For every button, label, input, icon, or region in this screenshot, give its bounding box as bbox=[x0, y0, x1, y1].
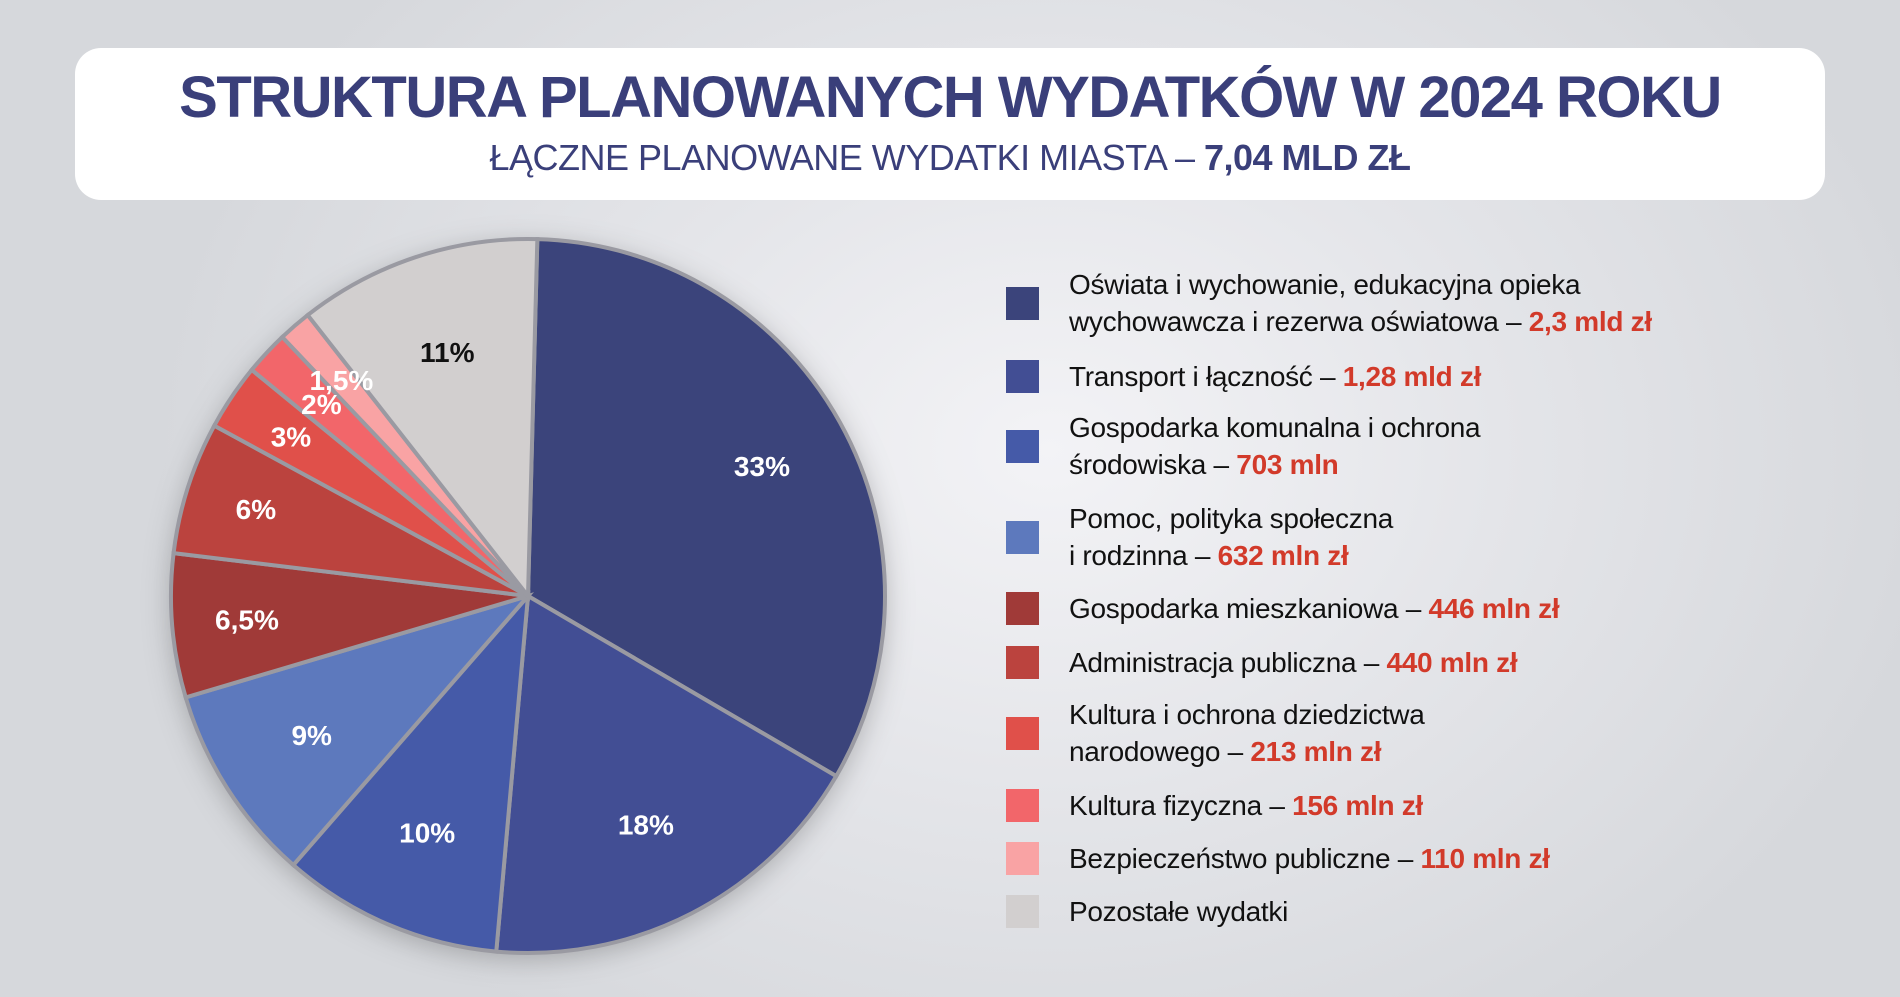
legend-item: Pozostałe wydatki bbox=[1006, 893, 1288, 930]
legend-swatch bbox=[1006, 591, 1039, 625]
legend-item: Oświata i wychowanie, edukacyjna opieka w… bbox=[1006, 266, 1652, 340]
legend-label: Pomoc, polityka społeczna i rodzinna – 63… bbox=[1069, 500, 1393, 574]
legend-amount: 1,28 mld zł bbox=[1342, 360, 1482, 392]
legend-swatch bbox=[1006, 520, 1039, 554]
legend-amount: 440 mln zł bbox=[1386, 646, 1518, 678]
legend-item: Kultura i ochrona dziedzictwa narodowego … bbox=[1006, 696, 1425, 770]
legend-label-line: Administracja publiczna – bbox=[1069, 646, 1387, 678]
slice-data-label: 1,5% bbox=[309, 365, 373, 396]
legend-label-line: Kultura fizyczna – bbox=[1069, 789, 1293, 821]
legend-label: Kultura i ochrona dziedzictwa narodowego … bbox=[1069, 696, 1425, 770]
legend-label-line: Transport i łączność – bbox=[1069, 360, 1343, 392]
legend-swatch bbox=[1006, 894, 1039, 928]
slice-data-label: 11% bbox=[420, 337, 475, 368]
legend-label-line: Gospodarka komunalna i ochrona bbox=[1069, 412, 1481, 443]
legend-amount: 213 mln zł bbox=[1250, 736, 1382, 767]
legend-label-line: Bezpieczeństwo publiczne – bbox=[1069, 842, 1421, 874]
pie-slice bbox=[171, 422, 529, 598]
pie-slice bbox=[304, 237, 540, 602]
legend-label: Transport i łączność – 1,28 mld zł bbox=[1069, 358, 1481, 395]
title-box: STRUKTURA PLANOWANYCH WYDATKÓW W 2024 RO… bbox=[75, 48, 1825, 200]
subtitle-total: 7,04 MLD ZŁ bbox=[1203, 137, 1411, 178]
slice-data-label: 6,5% bbox=[215, 605, 279, 636]
legend-label-line: Kultura i ochrona dziedzictwa bbox=[1069, 699, 1425, 730]
legend-label-line: wychowawcza i rezerwa oświatowa – bbox=[1069, 306, 1529, 337]
legend-amount: 446 mln zł bbox=[1428, 592, 1560, 624]
slice-data-label: 33% bbox=[734, 451, 790, 482]
legend-amount: 156 mln zł bbox=[1292, 789, 1423, 821]
legend-label-line: Gospodarka mieszkaniowa – bbox=[1069, 592, 1429, 624]
legend-label-line: Pomoc, polityka społeczna bbox=[1069, 503, 1394, 534]
legend-label-line: narodowego – bbox=[1069, 736, 1251, 767]
legend-swatch bbox=[1006, 841, 1039, 875]
legend-label: Oświata i wychowanie, edukacyjna opieka w… bbox=[1069, 266, 1652, 340]
legend-amount: 632 mln zł bbox=[1217, 540, 1349, 571]
pie-slice bbox=[290, 590, 531, 954]
legend-swatch bbox=[1006, 359, 1039, 393]
slice-data-label: 18% bbox=[618, 809, 674, 840]
pie-slice bbox=[183, 592, 535, 868]
legend-amount: 110 mln zł bbox=[1420, 842, 1550, 874]
legend-swatch bbox=[1006, 429, 1039, 463]
legend-label: Bezpieczeństwo publiczne – 110 mln zł bbox=[1069, 840, 1550, 877]
legend-item: Administracja publiczna – 440 mln zł bbox=[1006, 644, 1518, 681]
pie-slice bbox=[494, 592, 839, 955]
legend-swatch bbox=[1006, 788, 1039, 822]
slice-data-label: 3% bbox=[271, 422, 312, 453]
chart-subtitle: ŁĄCZNE PLANOWANE WYDATKI MIASTA – 7,04 M… bbox=[75, 134, 1825, 182]
legend-item: Transport i łączność – 1,28 mld zł bbox=[1006, 358, 1481, 395]
legend-swatch bbox=[1006, 286, 1039, 320]
subtitle-prefix: ŁĄCZNE PLANOWANE WYDATKI MIASTA – bbox=[489, 137, 1204, 178]
legend-amount: 2,3 mld zł bbox=[1528, 306, 1652, 337]
legend-item: Pomoc, polityka społeczna i rodzinna – 63… bbox=[1006, 500, 1393, 574]
slice-data-label: 9% bbox=[291, 720, 332, 751]
legend-label: Administracja publiczna – 440 mln zł bbox=[1069, 644, 1518, 681]
slice-data-label: 10% bbox=[399, 817, 455, 848]
legend-label: Kultura fizyczna – 156 mln zł bbox=[1069, 787, 1423, 824]
legend-swatch bbox=[1006, 716, 1039, 750]
legend-item: Kultura fizyczna – 156 mln zł bbox=[1006, 787, 1423, 824]
slice-data-label: 6% bbox=[236, 494, 277, 525]
legend-label: Gospodarka mieszkaniowa – 446 mln zł bbox=[1069, 590, 1560, 627]
legend-label-line: Oświata i wychowanie, edukacyjna opieka bbox=[1069, 269, 1581, 300]
legend-label-line: środowiska – bbox=[1069, 449, 1237, 480]
legend-label-line: Pozostałe wydatki bbox=[1069, 895, 1289, 927]
legend-label: Gospodarka komunalna i ochrona środowiska… bbox=[1069, 409, 1481, 483]
chart-title: STRUKTURA PLANOWANYCH WYDATKÓW W 2024 RO… bbox=[179, 65, 1722, 130]
legend-label: Pozostałe wydatki bbox=[1069, 893, 1288, 930]
legend-item: Bezpieczeństwo publiczne – 110 mln zł bbox=[1006, 840, 1550, 877]
legend-item: Gospodarka mieszkaniowa – 446 mln zł bbox=[1006, 590, 1560, 627]
slice-data-label: 2% bbox=[301, 389, 342, 420]
legend-swatch bbox=[1006, 645, 1039, 679]
legend-amount: 703 mln bbox=[1236, 449, 1339, 480]
legend-item: Gospodarka komunalna i ochrona środowiska… bbox=[1006, 409, 1481, 483]
pie-slice bbox=[169, 550, 529, 700]
pie-slice bbox=[525, 237, 887, 779]
legend-label-line: i rodzinna – bbox=[1069, 540, 1218, 571]
